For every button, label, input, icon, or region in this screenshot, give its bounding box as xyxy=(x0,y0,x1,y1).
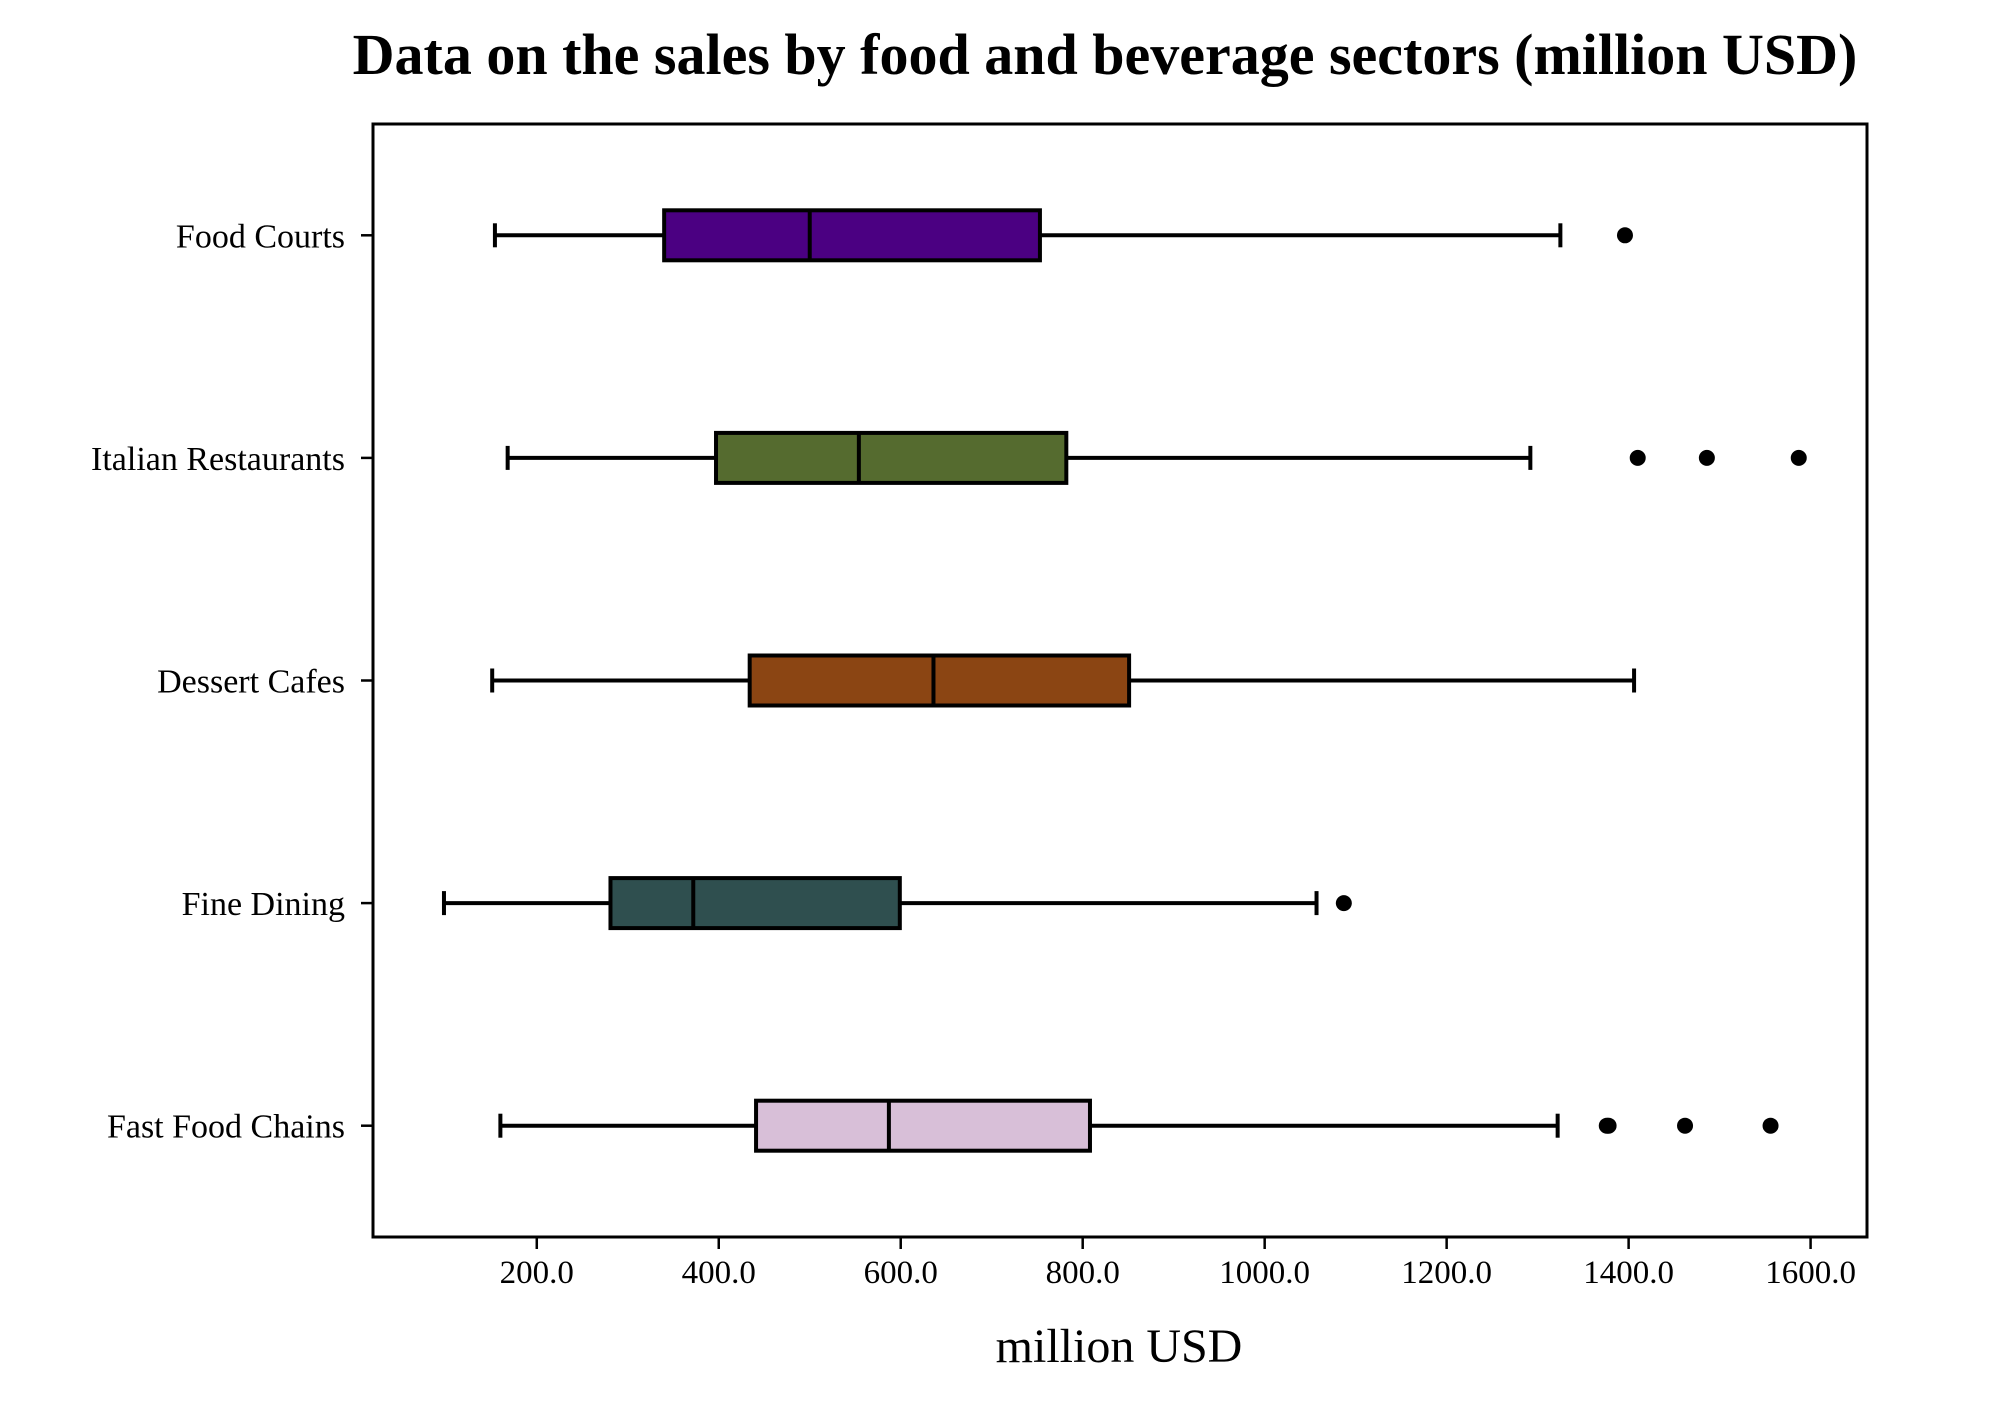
category-label: Dessert Cafes xyxy=(157,664,345,701)
category-label: Fast Food Chains xyxy=(107,1109,345,1146)
outlier-point xyxy=(1698,449,1715,466)
x-tick-label: 1600.0 xyxy=(1765,1255,1856,1291)
outlier-point xyxy=(1629,449,1646,466)
x-tick-label: 1200.0 xyxy=(1401,1255,1492,1291)
x-tick-label: 400.0 xyxy=(682,1255,756,1291)
outlier-point xyxy=(1335,895,1352,912)
outlier-point xyxy=(1790,449,1807,466)
plot-area: 200.0 400.0 600.0 800.0 1000.0 1200.0 1400.0 16… xyxy=(91,208,1856,1291)
x-axis-label: million USD xyxy=(996,1320,1243,1373)
outlier-point xyxy=(1616,227,1633,244)
box xyxy=(754,1098,1092,1153)
box xyxy=(714,430,1069,485)
outlier-point xyxy=(1677,1117,1694,1134)
outlier-point xyxy=(1600,1117,1617,1134)
outlier-point xyxy=(1762,1117,1779,1134)
x-tick-label: 600.0 xyxy=(864,1255,938,1291)
category-label: Italian Restaurants xyxy=(91,441,345,478)
x-tick-label: 1400.0 xyxy=(1583,1255,1674,1291)
x-tick-label: 200.0 xyxy=(500,1255,574,1291)
plot-frame xyxy=(371,122,1869,1239)
category-label: Fine Dining xyxy=(182,886,345,923)
chart-title: Data on the sales by food and beverage s… xyxy=(353,22,1858,87)
x-tick-label: 800.0 xyxy=(1046,1255,1120,1291)
box xyxy=(608,876,902,931)
box xyxy=(747,653,1132,708)
x-tick-label: 1000.0 xyxy=(1219,1255,1310,1291)
category-label: Food Courts xyxy=(176,218,345,255)
box xyxy=(662,208,1042,263)
